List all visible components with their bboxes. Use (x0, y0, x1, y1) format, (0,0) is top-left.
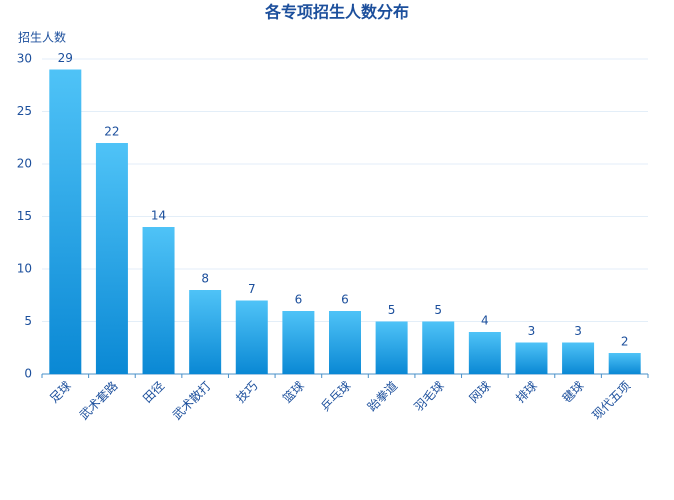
y-tick-label: 25 (17, 104, 32, 118)
bar (468, 332, 501, 374)
value-label: 5 (388, 303, 396, 317)
value-label: 14 (151, 209, 166, 223)
x-tick-label: 乒乓球 (318, 379, 353, 414)
value-label: 7 (248, 282, 256, 296)
y-axis-label: 招生人数 (18, 30, 66, 45)
value-label: 3 (574, 324, 582, 338)
bar (142, 227, 175, 374)
value-label: 29 (58, 51, 73, 65)
value-label: 6 (295, 293, 303, 307)
x-tick-label: 羽毛球 (411, 379, 446, 414)
x-tick-label: 网球 (467, 379, 494, 406)
value-label: 2 (621, 335, 629, 349)
y-tick-label: 15 (17, 209, 32, 223)
chart-title: 各专项招生人数分布 (264, 3, 409, 22)
y-tick-label: 5 (24, 314, 32, 328)
x-tick-label: 篮球 (279, 378, 307, 406)
bar (189, 290, 222, 374)
bar (515, 342, 548, 374)
value-label: 3 (528, 324, 536, 338)
bar (235, 300, 268, 374)
bar (422, 321, 455, 374)
bar (49, 69, 82, 374)
x-tick-label: 武术散打 (169, 378, 214, 423)
value-label: 4 (481, 314, 489, 328)
y-tick-label: 30 (17, 52, 32, 66)
x-tick-label: 跆拳道 (364, 378, 400, 414)
value-label: 5 (434, 303, 442, 317)
value-label: 22 (104, 125, 119, 139)
value-label: 8 (201, 272, 209, 286)
x-tick-label: 武术套路 (76, 378, 121, 423)
bar (95, 143, 128, 374)
x-tick-label: 毽球 (560, 379, 587, 406)
bar (562, 342, 595, 374)
value-label: 6 (341, 293, 349, 307)
x-tick-label: 排球 (513, 379, 540, 406)
bar (608, 353, 641, 374)
x-tick-label: 现代五项 (589, 379, 633, 423)
bar (329, 311, 361, 374)
x-tick-label: 足球 (47, 379, 74, 406)
y-tick-label: 20 (17, 157, 32, 171)
bar (375, 321, 408, 374)
y-tick-label: 0 (24, 367, 32, 381)
y-tick-label: 10 (17, 262, 32, 276)
x-tick-label: 技巧 (233, 379, 260, 406)
x-tick-label: 田径 (140, 379, 167, 406)
bar (282, 311, 315, 374)
